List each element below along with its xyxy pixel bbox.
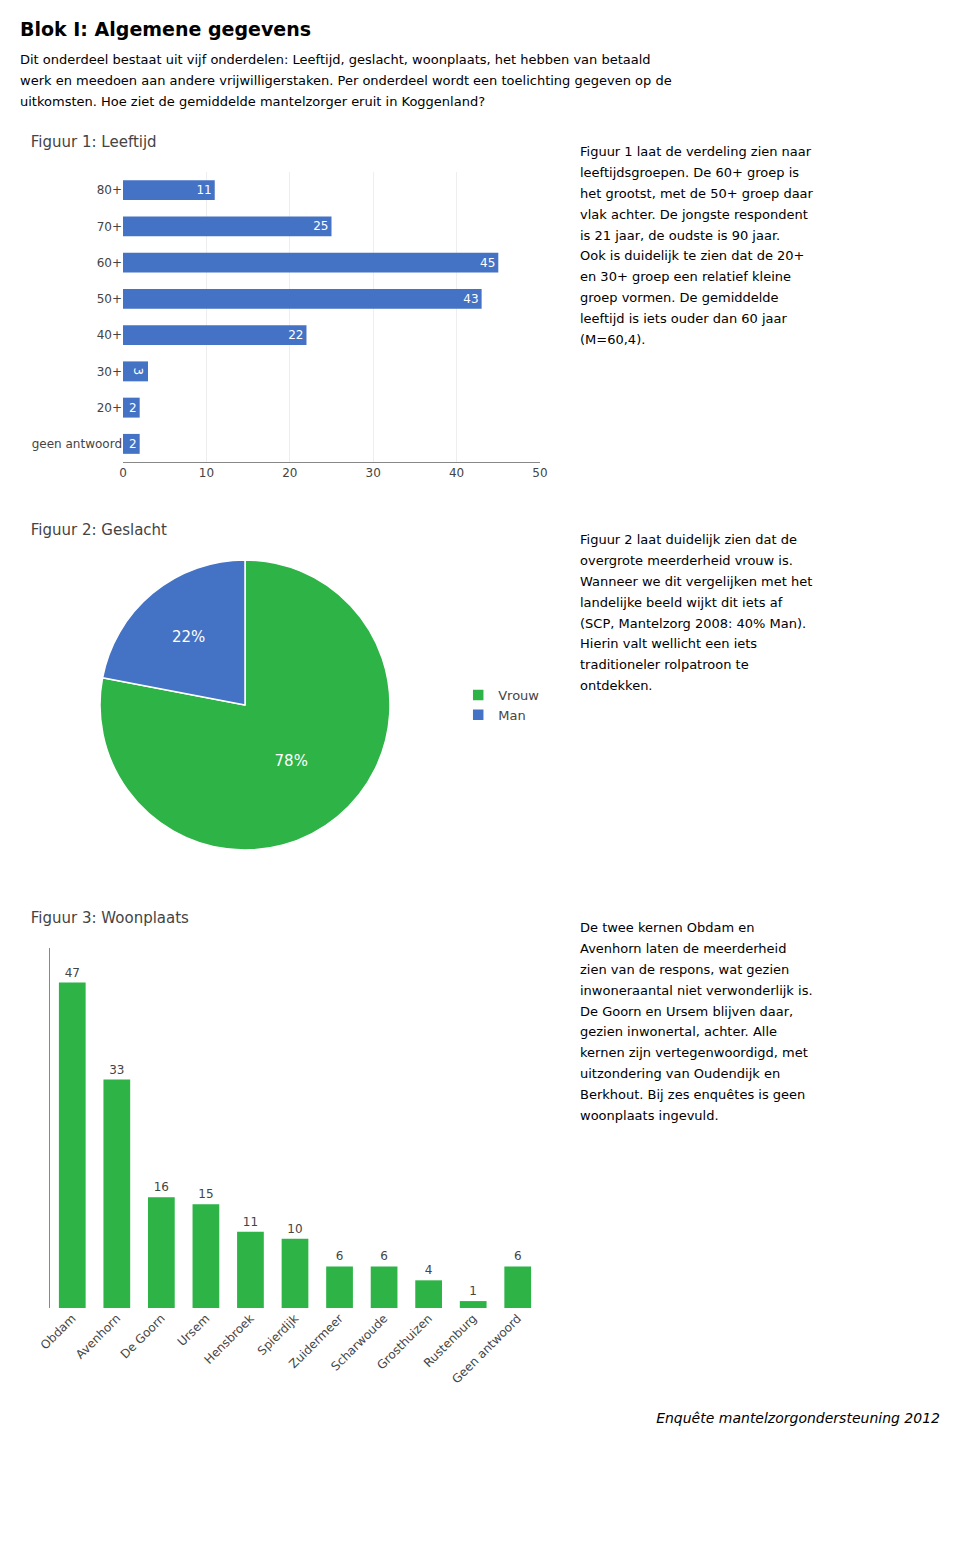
svg-text:3: 3	[131, 368, 145, 376]
svg-text:Geen antwoord: Geen antwoord	[449, 1312, 524, 1387]
svg-text:2: 2	[129, 401, 137, 415]
svg-text:4: 4	[425, 1264, 433, 1278]
svg-text:20+: 20+	[97, 401, 122, 415]
svg-text:25: 25	[313, 220, 328, 234]
svg-text:10: 10	[199, 467, 214, 481]
svg-text:78%: 78%	[275, 752, 308, 770]
svg-text:43: 43	[463, 292, 478, 306]
svg-text:0: 0	[119, 467, 127, 481]
svg-text:10: 10	[287, 1222, 302, 1236]
svg-text:50: 50	[532, 467, 547, 481]
svg-text:Hensbroek: Hensbroek	[201, 1312, 256, 1367]
svg-text:geen antwoord: geen antwoord	[32, 437, 122, 451]
html-text:Figuur 1 laat de verdeling zie: Figuur 1 laat de verdeling zien naar lee…	[580, 144, 813, 347]
svg-text:Figuur 2: Geslacht: Figuur 2: Geslacht	[31, 521, 167, 539]
svg-text:6: 6	[336, 1250, 344, 1264]
svg-text:22%: 22%	[172, 628, 205, 646]
svg-text:15: 15	[198, 1188, 213, 1202]
svg-text:11: 11	[243, 1215, 258, 1229]
svg-text:16: 16	[154, 1181, 169, 1195]
svg-text:1: 1	[469, 1284, 477, 1298]
svg-text:11: 11	[196, 184, 211, 198]
svg-text:Man: Man	[498, 708, 525, 723]
svg-text:Vrouw: Vrouw	[498, 688, 539, 703]
svg-text:6: 6	[380, 1250, 388, 1264]
svg-text:Obdam: Obdam	[38, 1312, 79, 1353]
svg-text:De Goorn: De Goorn	[118, 1312, 168, 1362]
svg-text:20: 20	[282, 467, 297, 481]
svg-text:Ursem: Ursem	[175, 1312, 213, 1350]
svg-text:47: 47	[65, 966, 80, 980]
svg-text:80+: 80+	[97, 184, 122, 198]
svg-text:33: 33	[109, 1063, 124, 1077]
svg-text:2: 2	[129, 437, 137, 451]
html-text:Dit onderdeel bestaat uit vijf: Dit onderdeel bestaat uit vijf onderdele…	[20, 52, 672, 109]
svg-text:40: 40	[449, 467, 464, 481]
svg-text:Grosthuizen: Grosthuizen	[374, 1312, 435, 1373]
svg-text:Figuur 1: Leeftijd: Figuur 1: Leeftijd	[31, 133, 157, 151]
html-text:Blok I: Algemene gegevens: Blok I: Algemene gegevens	[20, 18, 312, 40]
svg-text:30+: 30+	[97, 365, 122, 379]
svg-text:30: 30	[366, 467, 381, 481]
svg-text:Rustenburg: Rustenburg	[421, 1312, 480, 1371]
svg-text:22: 22	[288, 329, 303, 343]
svg-text:70+: 70+	[97, 220, 122, 234]
svg-text:60+: 60+	[97, 256, 122, 270]
svg-text:Zuidermeer: Zuidermeer	[286, 1312, 346, 1372]
html-text:Figuur 2 laat duidelijk zien d: Figuur 2 laat duidelijk zien dat de over…	[580, 532, 813, 693]
svg-text:40+: 40+	[97, 329, 122, 343]
svg-text:50+: 50+	[97, 292, 122, 306]
svg-text:Avenhorn: Avenhorn	[73, 1312, 123, 1362]
svg-text:Spierdijk: Spierdijk	[255, 1312, 302, 1359]
svg-text:45: 45	[480, 256, 495, 270]
html-text:Enquête mantelzorgondersteunin: Enquête mantelzorgondersteuning 2012	[656, 1410, 940, 1427]
svg-text:6: 6	[514, 1250, 522, 1264]
html-text:De twee kernen Obdam en Avenho: De twee kernen Obdam en Avenhorn laten d…	[580, 920, 813, 1123]
svg-text:Scharwoude: Scharwoude	[328, 1312, 390, 1374]
svg-text:Figuur 3: Woonplaats: Figuur 3: Woonplaats	[31, 909, 189, 927]
